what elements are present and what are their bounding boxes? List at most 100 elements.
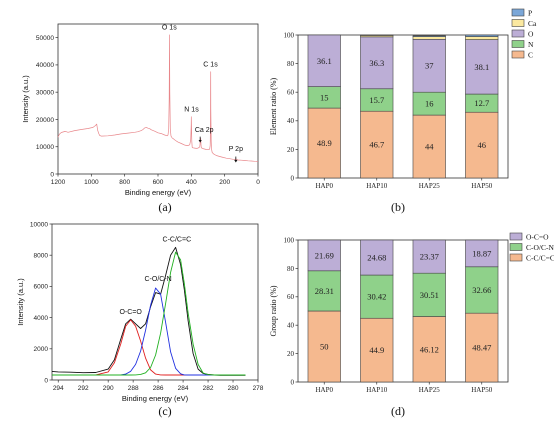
- bar-segment-C-C/C=C: [307, 310, 341, 383]
- y-tick-label: 100: [284, 236, 295, 244]
- peak-annotation: P 2p: [229, 146, 243, 153]
- bar-value-label: 48.9: [317, 138, 332, 148]
- bar-value-label: 50: [320, 342, 329, 352]
- panel-label-c: (c): [158, 404, 171, 418]
- series-line-0: [51, 246, 246, 376]
- bar-value-label: 36.1: [317, 56, 332, 66]
- bar-segment-O: [360, 36, 394, 90]
- y-tick-label: 100: [284, 31, 295, 39]
- y-tick-label: 10000: [30, 221, 48, 228]
- panel-label-d: (d): [391, 404, 405, 418]
- y-tick-label: 20000: [36, 117, 54, 124]
- x-tick-label: 282: [203, 385, 214, 392]
- x-tick-label: 292: [78, 385, 89, 392]
- y-tick-label: 50000: [36, 35, 54, 42]
- y-tick-label: 80: [287, 265, 295, 273]
- panel-b-element-ratio: 0 20 40 60 80 100 Element ratio (%) HAP0 48.9 15 3…: [269, 8, 537, 190]
- y-tick-label: 30000: [36, 89, 54, 96]
- bar-segment-P: [465, 34, 499, 37]
- legend-swatch: [511, 19, 525, 27]
- y-tick-label: 4000: [34, 315, 49, 322]
- x-tick-label: HAP25: [419, 182, 441, 190]
- plot-frame: [297, 34, 509, 179]
- x-tick-label: HAP50: [471, 182, 493, 190]
- y-tick-label: 0: [44, 377, 48, 384]
- legend-label: P: [528, 8, 532, 17]
- bar-segment-C: [307, 107, 341, 179]
- x-tick-label: HAP10: [366, 182, 388, 190]
- legend-label: O-C=O: [526, 232, 549, 241]
- y-tick-label: 60: [287, 293, 295, 301]
- bar-value-label: 46.12: [420, 344, 439, 354]
- x-tick-label: HAP0: [315, 386, 333, 394]
- peak-annotation: O-C=O: [119, 309, 142, 316]
- x-tick-label: 284: [178, 385, 189, 392]
- series-line-0: [57, 34, 259, 162]
- bar-value-label: 37: [425, 61, 434, 71]
- arrow-head-icon: [234, 159, 238, 163]
- bar-value-label: 38.1: [474, 62, 489, 72]
- x-axis-label: Binding energy (eV): [125, 188, 192, 197]
- x-tick-label: HAP50: [471, 386, 493, 394]
- bar-segment-O-C=O: [307, 239, 341, 272]
- legend-swatch: [509, 243, 523, 251]
- x-tick-label: HAP10: [366, 386, 388, 394]
- series-line-3: [52, 251, 246, 376]
- bar-value-label: 28.31: [315, 286, 334, 296]
- peak-annotation: C-O/C-N: [145, 276, 172, 283]
- bar-segment-O: [465, 39, 499, 95]
- y-tick-label: 40: [287, 322, 295, 330]
- bar-segment-C-O/C-N: [465, 266, 499, 314]
- bar-segment-O-C=O: [465, 239, 499, 268]
- x-tick-label: 290: [103, 385, 114, 392]
- bar-segment-O: [307, 34, 341, 87]
- x-tick-label: 200: [219, 179, 230, 186]
- y-axis-label: Intensity (a.u.): [21, 75, 30, 123]
- legend-swatch: [509, 232, 523, 241]
- legend-label: Ca: [528, 19, 537, 28]
- y-tick-label: 0: [291, 174, 295, 182]
- bar-value-label: 15: [320, 92, 329, 102]
- x-tick-label: 0: [256, 179, 260, 186]
- legend-swatch: [511, 29, 525, 38]
- series-line-1: [52, 319, 246, 376]
- legend-label: C-O/C-N: [526, 243, 554, 252]
- bar-segment-P: [412, 35, 446, 37]
- x-tick-label: 800: [119, 179, 130, 186]
- series-line-2: [52, 287, 246, 376]
- bar-segment-P: [360, 34, 394, 36]
- bar-value-label: 46.7: [369, 140, 384, 150]
- bar-segment-C: [412, 114, 446, 179]
- x-tick-label: 400: [186, 179, 197, 186]
- plot-frame: [51, 223, 259, 381]
- legend-swatch: [511, 40, 525, 48]
- peak-annotation: C-C/C=C: [163, 236, 192, 243]
- x-tick-label: HAP0: [315, 182, 333, 190]
- bar-value-label: 44.9: [369, 345, 384, 355]
- panel-label-b: (b): [391, 200, 405, 214]
- bar-segment-C-O/C-N: [360, 274, 394, 319]
- x-tick-label: 286: [153, 385, 164, 392]
- x-tick-label: 278: [253, 385, 264, 392]
- bar-value-label: 16: [425, 99, 434, 109]
- x-tick-label: 600: [153, 179, 164, 186]
- y-axis-label: Intensity (a.u.): [16, 278, 25, 326]
- bar-value-label: 46: [478, 140, 487, 150]
- legend-label: C: [528, 50, 533, 59]
- bar-segment-C-O/C-N: [307, 270, 341, 312]
- y-tick-label: 80: [287, 60, 295, 68]
- x-tick-label: 294: [53, 385, 64, 392]
- legend-swatch: [511, 8, 525, 17]
- x-tick-label: 288: [128, 385, 139, 392]
- x-tick-label: 280: [228, 385, 239, 392]
- legend-swatch: [509, 253, 523, 262]
- y-axis-label: Group ratio (%): [269, 285, 278, 336]
- plot-frame: [297, 239, 509, 383]
- bar-value-label: 21.69: [315, 250, 334, 260]
- y-axis-label: Element ratio (%): [269, 78, 278, 136]
- legend-label: O: [528, 29, 534, 38]
- y-tick-label: 20: [287, 146, 295, 154]
- bar-value-label: 30.42: [367, 292, 386, 302]
- x-axis-label: Binding energy (eV): [122, 394, 189, 403]
